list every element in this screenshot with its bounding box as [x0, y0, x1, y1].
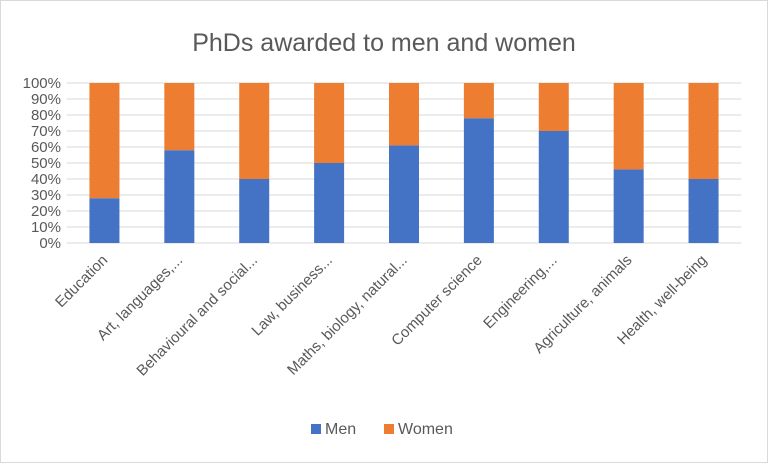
bar-men-6: [538, 131, 569, 243]
x-category-label: Engineering,...: [480, 252, 560, 332]
legend-label-men: Men: [325, 421, 356, 438]
y-tick-label: 50%: [31, 155, 61, 172]
bar-women-6: [538, 83, 569, 131]
bar-men-2: [239, 179, 270, 243]
bar-women-7: [613, 83, 644, 170]
bar-women-2: [239, 83, 270, 179]
bar-women-5: [463, 83, 494, 119]
y-tick-label: 0%: [39, 235, 61, 252]
bar-women-8: [688, 83, 719, 179]
legend-label-women: Women: [398, 421, 453, 438]
y-tick-label: 90%: [31, 91, 61, 108]
y-tick-label: 40%: [31, 171, 61, 188]
y-tick-label: 20%: [31, 203, 61, 220]
y-tick-label: 10%: [31, 219, 61, 236]
bar-women-4: [389, 83, 419, 146]
y-axis-ticks: 0%10%20%30%40%50%60%70%80%90%100%: [23, 75, 61, 252]
bar-men-1: [164, 150, 195, 243]
bar-women-3: [314, 83, 345, 163]
bars: [89, 83, 719, 243]
bar-men-3: [314, 163, 345, 243]
bar-men-7: [613, 169, 644, 243]
bar-women-0: [89, 83, 120, 199]
legend-swatch-women: [384, 424, 394, 434]
legend: Men Women: [311, 421, 453, 438]
chart-title: PhDs awarded to men and women: [192, 29, 576, 57]
y-tick-label: 70%: [31, 123, 61, 140]
y-tick-label: 100%: [23, 75, 61, 92]
bar-men-4: [389, 145, 419, 243]
bar-men-8: [688, 179, 719, 243]
y-tick-label: 80%: [31, 107, 61, 124]
bar-women-1: [164, 83, 195, 151]
x-category-label: Education: [52, 252, 111, 311]
x-category-label: Behavioural and social...: [133, 252, 261, 380]
bar-men-0: [89, 198, 120, 243]
y-tick-label: 60%: [31, 139, 61, 156]
y-tick-label: 30%: [31, 187, 61, 204]
bar-men-5: [463, 118, 494, 243]
legend-swatch-men: [311, 424, 321, 434]
x-category-label: Law, business...: [248, 252, 335, 339]
x-category-label: Maths, biology, natural...: [284, 252, 411, 379]
